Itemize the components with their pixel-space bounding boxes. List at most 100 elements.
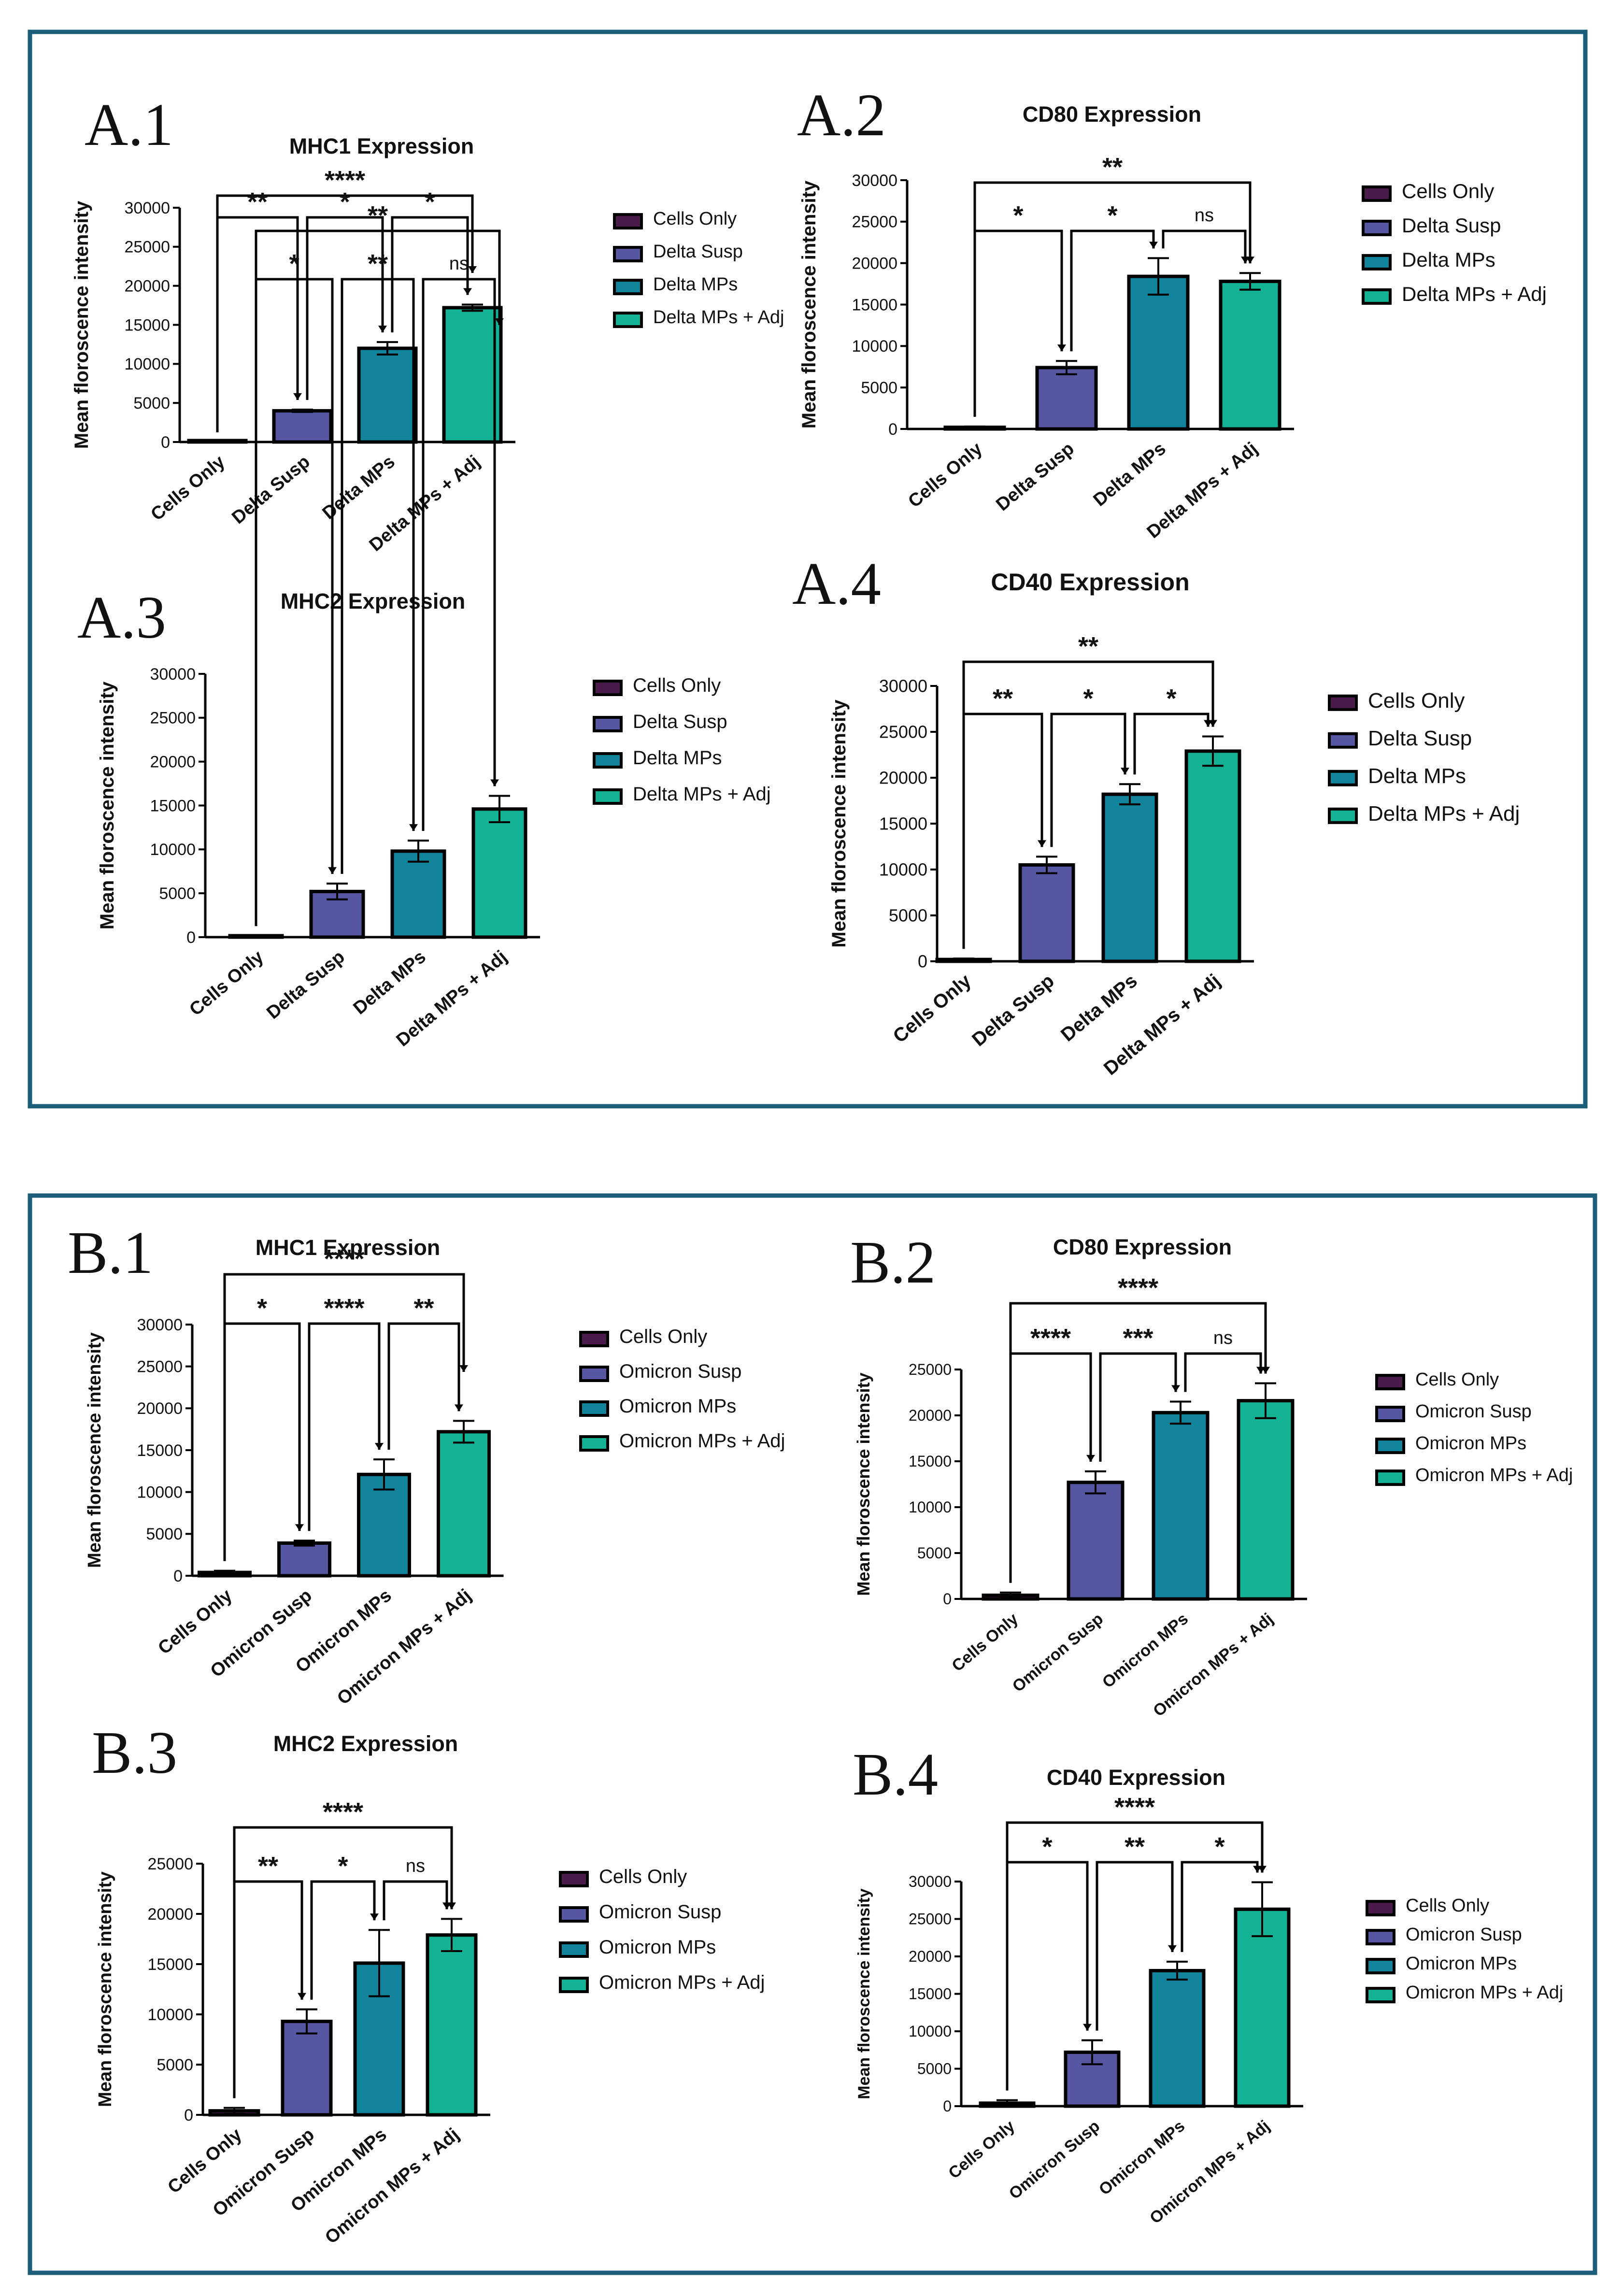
bracket-arrow — [463, 288, 472, 295]
significance-bracket — [962, 660, 1214, 763]
y-tick-label: 15000 — [852, 296, 897, 314]
legend-swatch — [1366, 1958, 1395, 1975]
legend-label: Omicron MPs + Adj — [599, 1972, 765, 1993]
legend-swatch — [1366, 1987, 1395, 2004]
significance-label: ** — [1125, 1832, 1145, 1861]
y-axis-label: Mean floroscence intensity — [854, 1372, 873, 1596]
x-tick-label: Delta Susp — [992, 439, 1078, 515]
bar — [357, 1472, 411, 1578]
legend-label: Delta Susp — [633, 711, 727, 732]
y-tick-label: 10000 — [150, 841, 196, 859]
y-tick-label: 15000 — [879, 814, 927, 834]
significance-bracket — [1099, 1352, 1177, 1462]
bar — [1184, 749, 1241, 963]
x-tick-label: Cells Only — [904, 439, 986, 512]
legend-swatch — [1366, 1929, 1395, 1946]
legend-label: Delta MPs — [653, 274, 738, 295]
legend-swatch — [1362, 185, 1392, 202]
chart-title: MHC2 Expression — [273, 1731, 458, 1756]
legend-label: Delta Susp — [653, 242, 743, 262]
legend-swatch — [1375, 1406, 1405, 1423]
bracket-arrow — [468, 266, 477, 273]
legend-label: Delta MPs + Adj — [633, 784, 771, 805]
legend-swatch — [613, 279, 643, 296]
bracket-arrow — [298, 1993, 306, 2000]
significance-bracket — [306, 216, 384, 400]
legend-swatch — [579, 1331, 609, 1347]
significance-label: **** — [323, 1797, 363, 1826]
legend-label: Cells Only — [1415, 1369, 1499, 1390]
bar — [272, 409, 333, 444]
significance-bracket — [387, 1322, 460, 1450]
x-tick-label: Omicron MPs — [1096, 2117, 1188, 2199]
legend-swatch — [593, 716, 623, 732]
bracket-arrow — [459, 1365, 468, 1372]
bar — [1035, 366, 1098, 431]
bracket-arrow — [1171, 1385, 1180, 1392]
significance-label: **** — [324, 1294, 364, 1323]
significance-label: ** — [247, 187, 268, 216]
panel-frame-b — [28, 1193, 1597, 2275]
legend-swatch — [1328, 732, 1358, 749]
y-tick-label: 5000 — [917, 2060, 952, 2078]
chart-a1: A.1 MHC1 Expression 0 5000 10000 15000 20000 25… — [71, 92, 784, 556]
bracket-arrow — [455, 1404, 463, 1412]
chart-title: MHC1 Expression — [289, 134, 474, 158]
bracket-arrow — [442, 1902, 451, 1910]
bracket-arrow — [1204, 720, 1212, 727]
significance-bracket — [308, 1322, 381, 1531]
significance-label: *** — [1123, 1324, 1153, 1353]
bar — [426, 1933, 478, 2117]
bracket-arrow — [378, 326, 387, 333]
chart-a2: A.2 CD80 Expression 0 5000 10000 15000 20000 25… — [797, 82, 1547, 542]
significance-bracket — [391, 216, 469, 333]
significance-label: ** — [1102, 153, 1123, 182]
significance-bracket — [1050, 713, 1126, 847]
bar — [1234, 1907, 1291, 2108]
y-tick-label: 5000 — [861, 379, 897, 397]
legend-swatch — [593, 752, 623, 769]
bar — [437, 1430, 491, 1578]
y-tick-label: 15000 — [909, 1453, 952, 1470]
legend-swatch — [559, 1871, 589, 1887]
legend-label: Omicron MPs — [1406, 1954, 1517, 1974]
legend-swatch — [1362, 219, 1392, 236]
y-tick-label: 25000 — [909, 1911, 952, 1928]
panel-label: B.3 — [92, 1720, 177, 1786]
legend-label: Cells Only — [619, 1326, 707, 1347]
significance-bracket — [1184, 1352, 1262, 1392]
significance-bracket — [1070, 229, 1155, 352]
legend-swatch — [579, 1435, 609, 1452]
bracket-arrow — [293, 393, 302, 400]
chart-title: CD80 Expression — [1053, 1235, 1232, 1259]
chart-title: CD40 Expression — [991, 569, 1189, 596]
y-tick-label: 5000 — [917, 1544, 952, 1562]
significance-bracket — [383, 1880, 448, 1921]
legend-label: Cells Only — [1368, 689, 1465, 713]
y-tick-label: 30000 — [852, 171, 897, 190]
legend-label: Delta Susp — [1368, 727, 1472, 750]
legend-label: Omicron MPs — [619, 1396, 736, 1417]
chart-title: MHC1 Expression — [256, 1235, 441, 1260]
y-tick-label: 0 — [943, 2097, 952, 2115]
y-tick-label: 30000 — [137, 1316, 183, 1334]
significance-label: **** — [1114, 1793, 1155, 1822]
chart-title: CD40 Expression — [1047, 1765, 1225, 1790]
significance-bracket — [973, 181, 1252, 271]
y-axis-label: Mean floroscence intensity — [95, 1871, 115, 2107]
y-tick-label: 25000 — [137, 1358, 183, 1376]
significance-label: * — [425, 187, 435, 216]
significance-label: **** — [325, 166, 365, 195]
significance-label: * — [1083, 684, 1093, 713]
y-axis-label: Mean floroscence intensity — [71, 200, 92, 449]
bar — [1237, 1399, 1295, 1601]
y-axis-label: Mean floroscence intensity — [85, 1332, 105, 1568]
legend-label: Delta MPs — [633, 747, 722, 769]
x-tick-label: Omicron Susp — [1006, 2117, 1103, 2203]
y-tick-label: 10000 — [909, 1498, 952, 1516]
y-tick-label: 20000 — [124, 277, 170, 296]
y-tick-label: 0 — [186, 928, 196, 947]
bar — [281, 2020, 333, 2117]
legend-swatch — [613, 213, 643, 230]
y-tick-label: 5000 — [157, 2056, 193, 2074]
